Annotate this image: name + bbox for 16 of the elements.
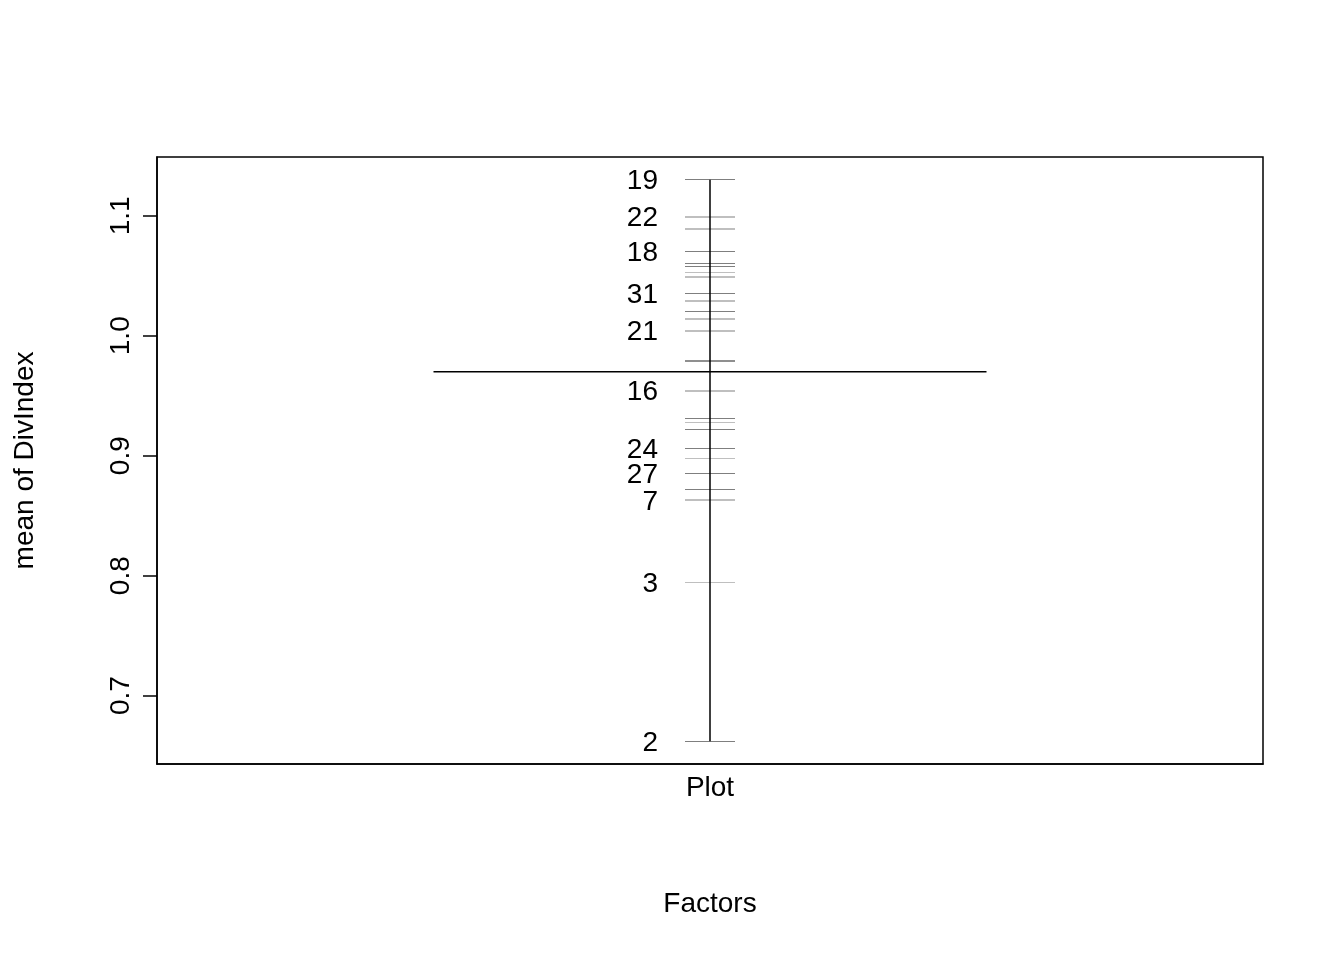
y-tick-label: 0.7 xyxy=(103,676,135,716)
annotation: 19 xyxy=(626,164,658,196)
annotation: 31 xyxy=(626,278,658,310)
y-tick-label: 1.0 xyxy=(103,316,135,356)
y-tick-label: 0.8 xyxy=(103,556,135,596)
annotation: 2 xyxy=(642,725,658,757)
annotation: 16 xyxy=(626,375,658,407)
x-tick-label: Plot xyxy=(685,770,735,802)
annotation: 21 xyxy=(626,315,658,347)
y-axis-title: mean of DivIndex xyxy=(7,351,39,570)
annotation: 18 xyxy=(626,236,658,268)
annotation: 22 xyxy=(626,201,658,233)
x-axis-title: Factors xyxy=(663,886,757,918)
y-tick-label: 0.9 xyxy=(103,436,135,476)
annotation: 3 xyxy=(642,567,658,599)
y-tick-label: 1.1 xyxy=(103,196,135,236)
